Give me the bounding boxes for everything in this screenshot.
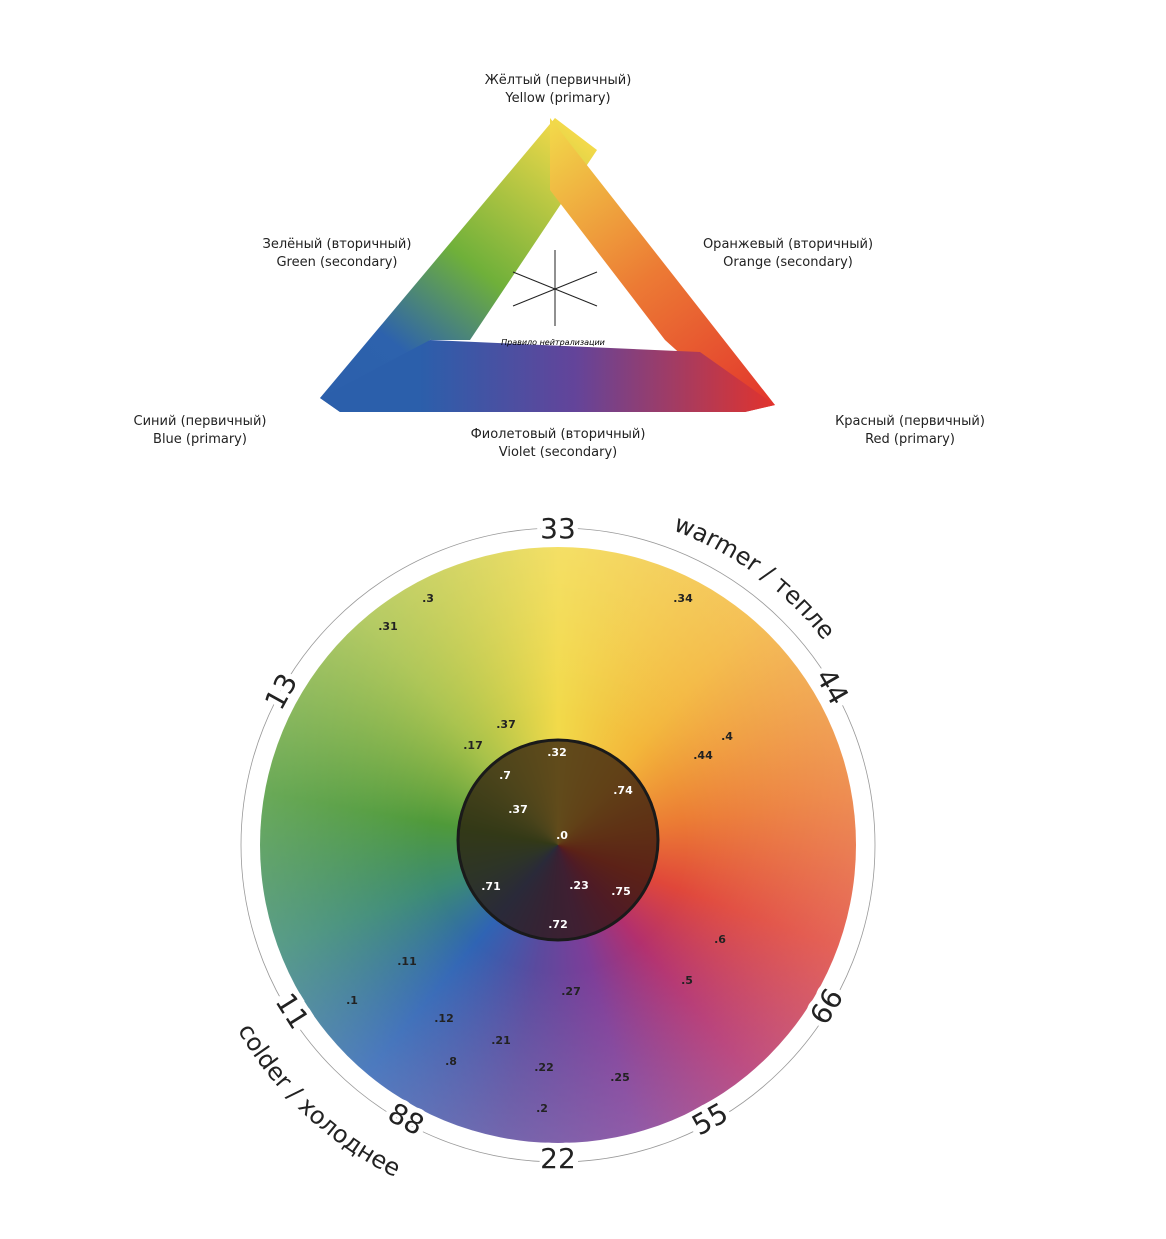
outer-label: .17	[463, 739, 483, 752]
rim-label: 88	[382, 1096, 429, 1142]
outer-label: .34	[673, 592, 693, 605]
left-side	[320, 118, 555, 412]
triangle-labels: Жёлтый (первичный) Yellow (primary) Зелё…	[134, 73, 985, 460]
rim-label: 33	[540, 512, 576, 545]
neutralization-arrows	[512, 250, 598, 326]
colder-text: colder / холоднее	[232, 1019, 405, 1183]
outer-label: .27	[561, 985, 581, 998]
outer-label: .31	[378, 620, 398, 633]
rim-label: 66	[803, 983, 850, 1031]
outer-label: .8	[445, 1055, 457, 1068]
outer-label: .1	[346, 994, 358, 1007]
outer-label: .4	[721, 730, 733, 743]
outer-label: .21	[491, 1034, 511, 1047]
label: Красный (первичный)	[835, 414, 985, 429]
caption: Правило нейтрализации	[501, 338, 605, 347]
label: Фиолетовый (вторичный)	[471, 427, 646, 442]
outer-label: .22	[534, 1061, 554, 1074]
rim-label: 13	[258, 668, 304, 715]
label: Blue (primary)	[153, 432, 247, 447]
inner-label: .7	[499, 769, 511, 782]
outer-label: .6	[714, 933, 726, 946]
label: Violet (secondary)	[499, 445, 618, 460]
label: Зелёный (вторичный)	[263, 237, 412, 252]
inner-label: .72	[548, 918, 568, 931]
rim-label: 55	[686, 1096, 733, 1142]
inner-label: .75	[611, 885, 631, 898]
label: Orange (secondary)	[723, 255, 853, 270]
wheel-rim	[240, 527, 876, 1163]
rim-label: 44	[809, 663, 855, 710]
inner-label: .0	[556, 829, 568, 842]
outer-label: .44	[693, 749, 713, 762]
rim-label: 11	[269, 987, 316, 1035]
neutral-core	[456, 738, 660, 942]
outer-label: .5	[681, 974, 693, 987]
neutralization-triangle: Правило нейтрализации	[320, 118, 775, 412]
label: Синий (первичный)	[134, 414, 267, 429]
bottom-side	[320, 340, 775, 412]
inner-label: .37	[508, 803, 528, 816]
outer-label: .11	[397, 955, 417, 968]
inner-label: .32	[547, 746, 567, 759]
inner-label: .71	[481, 880, 501, 893]
outer-label: .2	[536, 1102, 548, 1115]
inner-label: .74	[613, 784, 633, 797]
outer-label: .3	[422, 592, 434, 605]
label: Yellow (primary)	[504, 91, 610, 106]
outer-label: .25	[610, 1071, 630, 1084]
right-side	[550, 118, 775, 412]
colder-label: colder / холоднее	[232, 1019, 405, 1183]
outer-label: .12	[434, 1012, 454, 1025]
rim-label: 22	[540, 1142, 576, 1175]
label: Red (primary)	[865, 432, 955, 447]
label: Green (secondary)	[276, 255, 397, 270]
label: Оранжевый (вторичный)	[703, 237, 873, 252]
outer-label: .37	[496, 718, 516, 731]
label: Жёлтый (первичный)	[485, 73, 632, 88]
inner-label: .23	[569, 879, 589, 892]
